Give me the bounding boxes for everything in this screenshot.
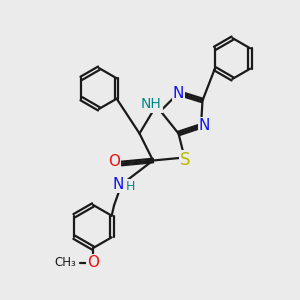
Text: N: N <box>112 177 124 192</box>
Text: H: H <box>126 180 135 194</box>
Text: NH: NH <box>141 98 162 111</box>
Text: N: N <box>173 85 184 100</box>
Text: S: S <box>180 151 190 169</box>
Text: CH₃: CH₃ <box>54 256 76 269</box>
Text: O: O <box>87 255 99 270</box>
Text: N: N <box>199 118 210 134</box>
Text: O: O <box>108 154 120 169</box>
